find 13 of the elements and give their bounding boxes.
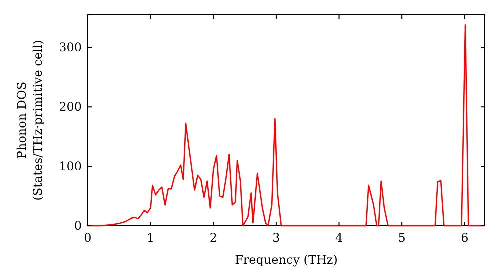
x-tick-label: 3 bbox=[272, 231, 280, 245]
y-tick-label: 0 bbox=[74, 219, 82, 233]
y-axis-title: Phonon DOS (States/THz·primitive cell) bbox=[15, 40, 45, 201]
x-tick-label: 2 bbox=[210, 231, 218, 245]
y-tick-label: 300 bbox=[59, 40, 82, 55]
x-axis-title: Frequency (THz) bbox=[235, 253, 338, 267]
y-tick-label: 100 bbox=[59, 160, 82, 174]
x-tick-label: 1 bbox=[146, 231, 155, 245]
x-tick-label: 6 bbox=[461, 231, 469, 245]
x-tick-label: 4 bbox=[335, 231, 344, 245]
x-tick-label: 0 bbox=[84, 231, 92, 245]
x-tick-label: 5 bbox=[398, 231, 406, 245]
y-tick-label: 200 bbox=[59, 100, 82, 114]
